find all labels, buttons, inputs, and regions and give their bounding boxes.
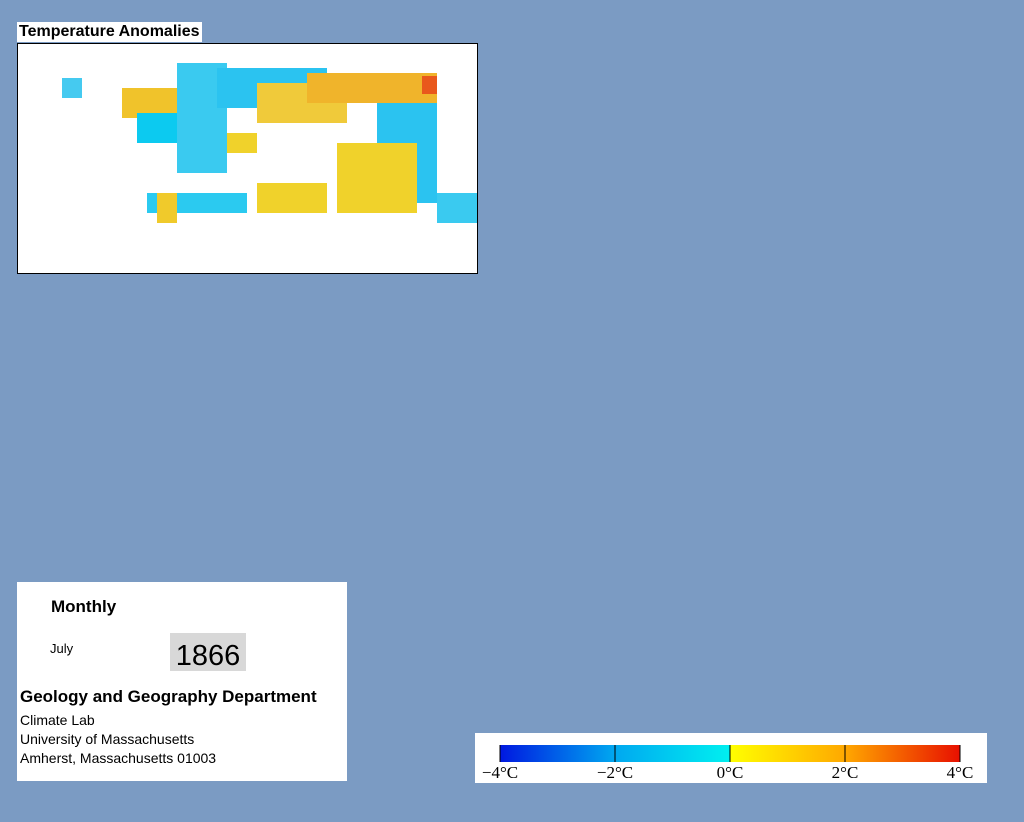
colorbar: −4°C −2°C 0°C 2°C 4°C — [475, 733, 987, 783]
colorbar-tick-label: 0°C — [717, 763, 744, 782]
map-title: Temperature Anomalies — [17, 22, 202, 42]
colorbar-tick-label: −2°C — [597, 763, 633, 782]
info-panel: Monthly July 1866 Geology and Geography … — [17, 582, 347, 781]
department: Geology and Geography Department — [20, 687, 317, 706]
colorbar-tick-label: −4°C — [482, 763, 518, 782]
year: 1866 — [170, 633, 246, 672]
colorbar-tick-label: 2°C — [832, 763, 859, 782]
period: Monthly — [51, 597, 117, 616]
month: July — [50, 641, 74, 656]
address-line: University of Massachusetts — [20, 731, 195, 747]
map — [17, 43, 478, 274]
colorbar-tick-label: 4°C — [947, 763, 974, 782]
anomaly-patches — [62, 63, 477, 223]
address-line: Amherst, Massachusetts 01003 — [20, 750, 217, 766]
address-line: Climate Lab — [20, 712, 95, 728]
address: Climate Lab University of Massachusetts … — [20, 711, 216, 768]
